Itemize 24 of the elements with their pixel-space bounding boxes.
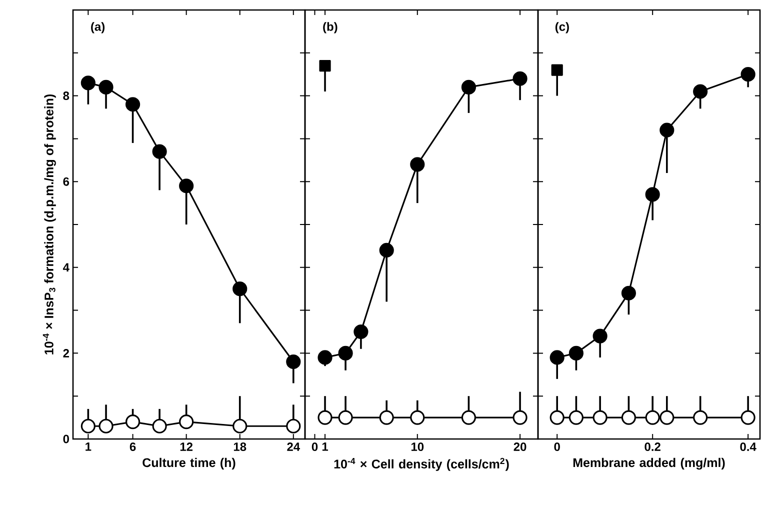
x-tick-label: 18 <box>234 442 246 452</box>
x-tick-label: 0.2 <box>644 442 660 452</box>
x-tick-label: 6 <box>130 442 136 452</box>
x-tick-label: 0 <box>554 442 560 452</box>
x-axis-title: Culture time (h) <box>142 458 236 470</box>
x-axis-title: Membrane added (mg/ml) <box>573 458 725 470</box>
x-tick-label: 10 <box>411 442 424 452</box>
y-tick-label: 2 <box>63 349 69 358</box>
x-tick-label: 1 <box>86 442 92 451</box>
x-tick-label: 0.4 <box>740 442 756 452</box>
y-tick-label: 6 <box>63 177 70 186</box>
annotation: (a) <box>91 22 105 34</box>
y-tick-label: 4 <box>62 263 70 272</box>
x-tick-label: 1 <box>322 442 328 451</box>
x-tick-label: 0 <box>312 442 318 452</box>
x-axis-title: 10$^{-4}$ × Cell density (cells/cm$^{2}$) <box>334 458 509 471</box>
x-tick-label: 24 <box>287 442 300 451</box>
x-tick-label: 20 <box>514 442 526 452</box>
x-tick-label: 12 <box>180 442 193 451</box>
y-tick-label: 8 <box>63 92 70 100</box>
y-axis-title: 10$^{-4}$ × InsP$_{3}$ formation (d.p.m./mg of protein) <box>42 94 56 354</box>
annotation: (c) <box>555 22 569 34</box>
y-tick-label: 0 <box>63 434 69 444</box>
annotation: (b) <box>323 22 338 34</box>
